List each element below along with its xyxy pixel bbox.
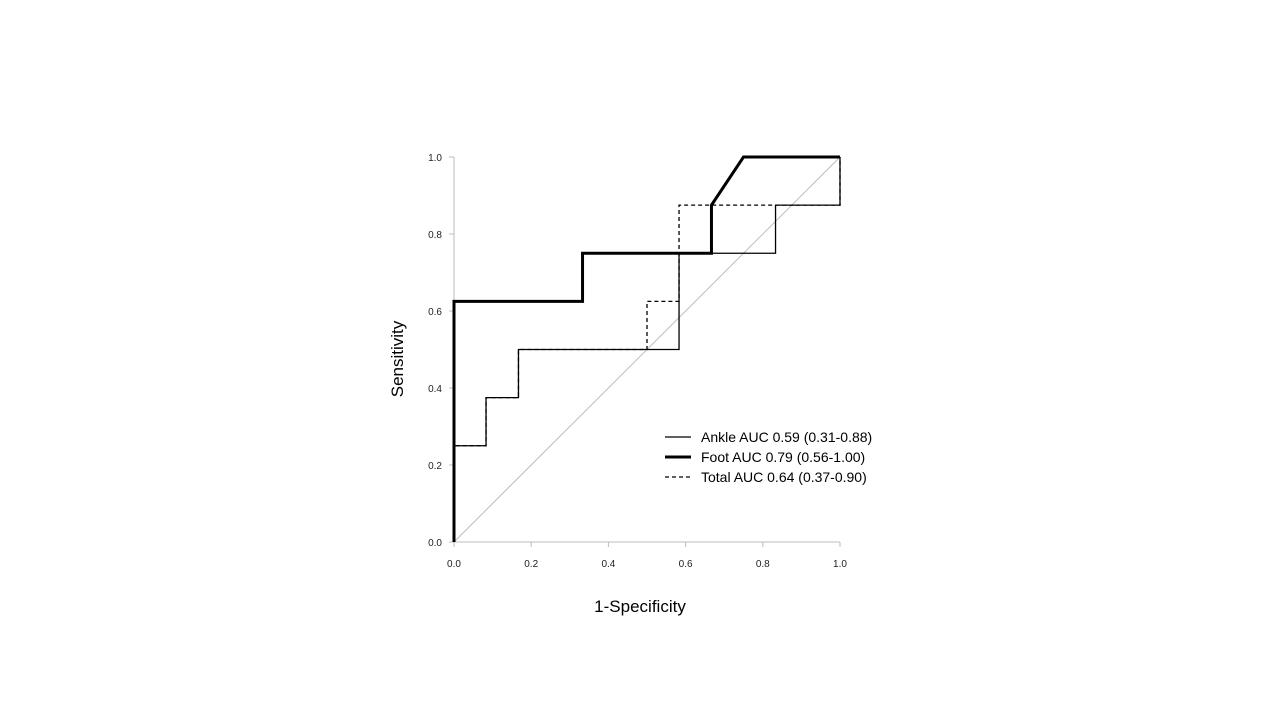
y-tick-label: 0.4 bbox=[428, 384, 442, 395]
series-line-foot bbox=[452, 155, 840, 542]
x-tick-label: 0.2 bbox=[524, 559, 538, 570]
x-axis-title: 1-Specificity bbox=[594, 597, 686, 616]
legend-label-ankle: Ankle AUC 0.59 (0.31-0.88) bbox=[701, 429, 872, 445]
x-tick-label: 0.6 bbox=[679, 559, 693, 570]
y-tick-label: 0.2 bbox=[428, 461, 442, 472]
x-tick-label: 0.4 bbox=[601, 559, 615, 570]
y-tick-label: 0.0 bbox=[428, 538, 442, 549]
y-tick-label: 0.8 bbox=[428, 230, 442, 241]
legend-label-foot: Foot AUC 0.79 (0.56-1.00) bbox=[701, 449, 865, 465]
x-tick-label: 0.8 bbox=[756, 559, 770, 570]
series-line-total bbox=[453, 157, 841, 542]
x-tick-label: 0.0 bbox=[447, 559, 461, 570]
y-axis-title: Sensitivity bbox=[388, 320, 407, 397]
series-layer bbox=[452, 155, 841, 542]
axis-ticks: 0.0 0.2 0.4 0.6 0.8 1.0 0.0 0.2 0.4 0.6 0.8 1.0 bbox=[428, 153, 847, 570]
x-tick-label: 1.0 bbox=[833, 559, 847, 570]
y-tick-label: 1.0 bbox=[428, 153, 442, 164]
legend: Ankle AUC 0.59 (0.31-0.88) Foot AUC 0.79 … bbox=[665, 429, 872, 485]
legend-label-total: Total AUC 0.64 (0.37-0.90) bbox=[701, 469, 867, 485]
y-tick-label: 0.6 bbox=[428, 307, 442, 318]
